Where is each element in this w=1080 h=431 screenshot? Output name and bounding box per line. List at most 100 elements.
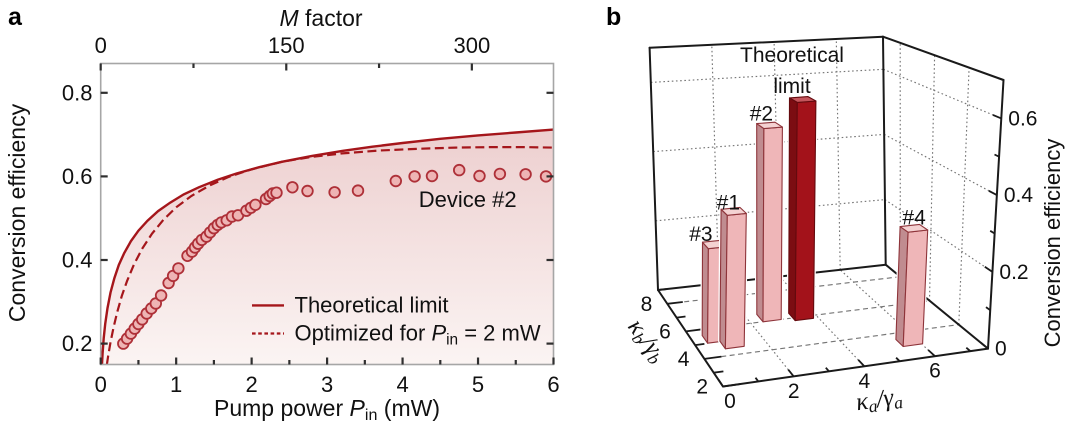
tl-label-line2: limit (773, 75, 810, 98)
device2-annotation: Device #2 (419, 187, 517, 212)
z-tick-label: 0.2 (999, 261, 1028, 284)
z-tick (980, 341, 989, 350)
bar2-label: #2 (750, 103, 773, 126)
wall-grid-h (884, 199, 993, 273)
device2-point (154, 289, 168, 302)
kb-tick-minor (713, 370, 724, 374)
wall-grid-h (653, 133, 885, 153)
device2-point (270, 186, 283, 199)
kb-tick-label: 8 (641, 293, 653, 316)
wall-grid-h (883, 133, 998, 196)
device2-point (249, 198, 262, 212)
top-right-edge (882, 35, 1005, 81)
panel-b-box (648, 35, 1005, 388)
wall-grid-v (958, 67, 970, 325)
device2-point (328, 186, 341, 199)
x-tick-label: 6 (547, 372, 559, 397)
device2-point (389, 174, 403, 188)
x-tick-label: 3 (321, 372, 333, 397)
wall-grid-h (655, 199, 885, 222)
panel-b-xlabel: κa/γa (854, 383, 904, 418)
back-vertical-edge (882, 35, 887, 266)
ka-tick-minor (895, 357, 901, 362)
device2-point (519, 168, 532, 181)
legend-label-optimized: Optimized for Pin = 2 mW (295, 321, 541, 349)
ka-tick-minor (825, 367, 830, 372)
kb-tick (722, 383, 741, 388)
kb-axis (657, 289, 724, 388)
panel-a-letter: a (8, 3, 22, 31)
bar1-label: #1 (717, 191, 740, 214)
z-tick-minor (985, 306, 991, 311)
panel-b: 0 2 4 6246800.20.40.6#3#1#2#4Theoreticallim… (622, 35, 1065, 418)
bar4-label: #4 (902, 207, 926, 230)
device2-point (172, 262, 185, 275)
top-tick-label: 150 (268, 33, 305, 58)
ka-tick-label: 4 (858, 370, 870, 393)
tl-label-line1: Theoretical (740, 44, 844, 67)
legend-label-theoretical: Theoretical limit (295, 293, 449, 318)
wall-grid-v (711, 44, 720, 284)
kb-tick-label: 4 (678, 348, 690, 371)
kb-tick-minor (676, 315, 686, 319)
x-tick-label: 4 (396, 372, 408, 397)
ka-tick-label: 0 (724, 390, 736, 413)
z-tick (984, 265, 993, 273)
top-left-edge (648, 35, 884, 49)
kb-tick (685, 328, 703, 333)
y-tick-label: 0.8 (62, 80, 93, 105)
bar--2 (754, 120, 785, 324)
ka-tick (857, 359, 865, 367)
ka-tick-minor (965, 347, 971, 352)
kb-tick (704, 355, 722, 360)
z-tick-minor (994, 153, 1000, 158)
z-tick-label: 0.6 (1008, 107, 1037, 130)
z-axis (987, 79, 1005, 350)
ka-tick (787, 369, 795, 377)
device2-point (301, 184, 314, 198)
bar--1 (718, 205, 749, 351)
panel-a-xlabel: Pump power Pin (mW) (214, 395, 440, 424)
ka-tick-label: 6 (929, 360, 941, 383)
device2-point (351, 184, 365, 197)
kb-tick-label: 2 (696, 376, 708, 399)
y-tick-label: 0.2 (62, 331, 93, 356)
top-tick-label: 300 (453, 33, 490, 58)
floor-grid-x (718, 282, 795, 377)
bar--4 (894, 222, 930, 349)
y-tick-label: 0.6 (62, 164, 93, 189)
bar-top-face (720, 206, 747, 216)
device2-point (493, 167, 507, 181)
left-vertical-edge (648, 46, 659, 291)
bar3-label: #3 (689, 223, 712, 246)
x-tick-label: 0 (95, 372, 107, 397)
device2-point (286, 181, 299, 194)
panel-a-top-label: M factor (279, 5, 362, 31)
y-tick-label: 0.4 (62, 248, 93, 273)
kb-tick-label: 6 (659, 320, 671, 343)
ka-tick (927, 349, 936, 357)
panel-a-ylabel: Conversion efficiency (4, 103, 30, 322)
panel-a-legend: Theoretical limit Optimized for Pin = 2 m… (252, 293, 541, 349)
z-tick-minor (998, 77, 1004, 81)
device2-point (425, 169, 439, 183)
ka-tick-label: 2 (788, 380, 800, 403)
panel-b-ticks (657, 77, 1004, 388)
kb-tick-minor (694, 343, 705, 346)
bar-front-face (724, 212, 747, 350)
theoretical-fill-area (102, 129, 554, 365)
z-tick (988, 190, 998, 196)
x-tick-label: 1 (170, 372, 182, 397)
z-tick-label: 0.4 (1004, 184, 1034, 207)
z-tick (992, 114, 1002, 120)
theoretical-limit-curve (100, 128, 554, 365)
device2-point (453, 163, 466, 177)
ka-tick (717, 379, 724, 387)
bar-front-face (794, 100, 817, 322)
panel-b-letter: b (606, 3, 622, 31)
device2-points (117, 163, 553, 350)
top-tick-label: 0 (95, 33, 107, 58)
bar-top-face (788, 96, 817, 103)
